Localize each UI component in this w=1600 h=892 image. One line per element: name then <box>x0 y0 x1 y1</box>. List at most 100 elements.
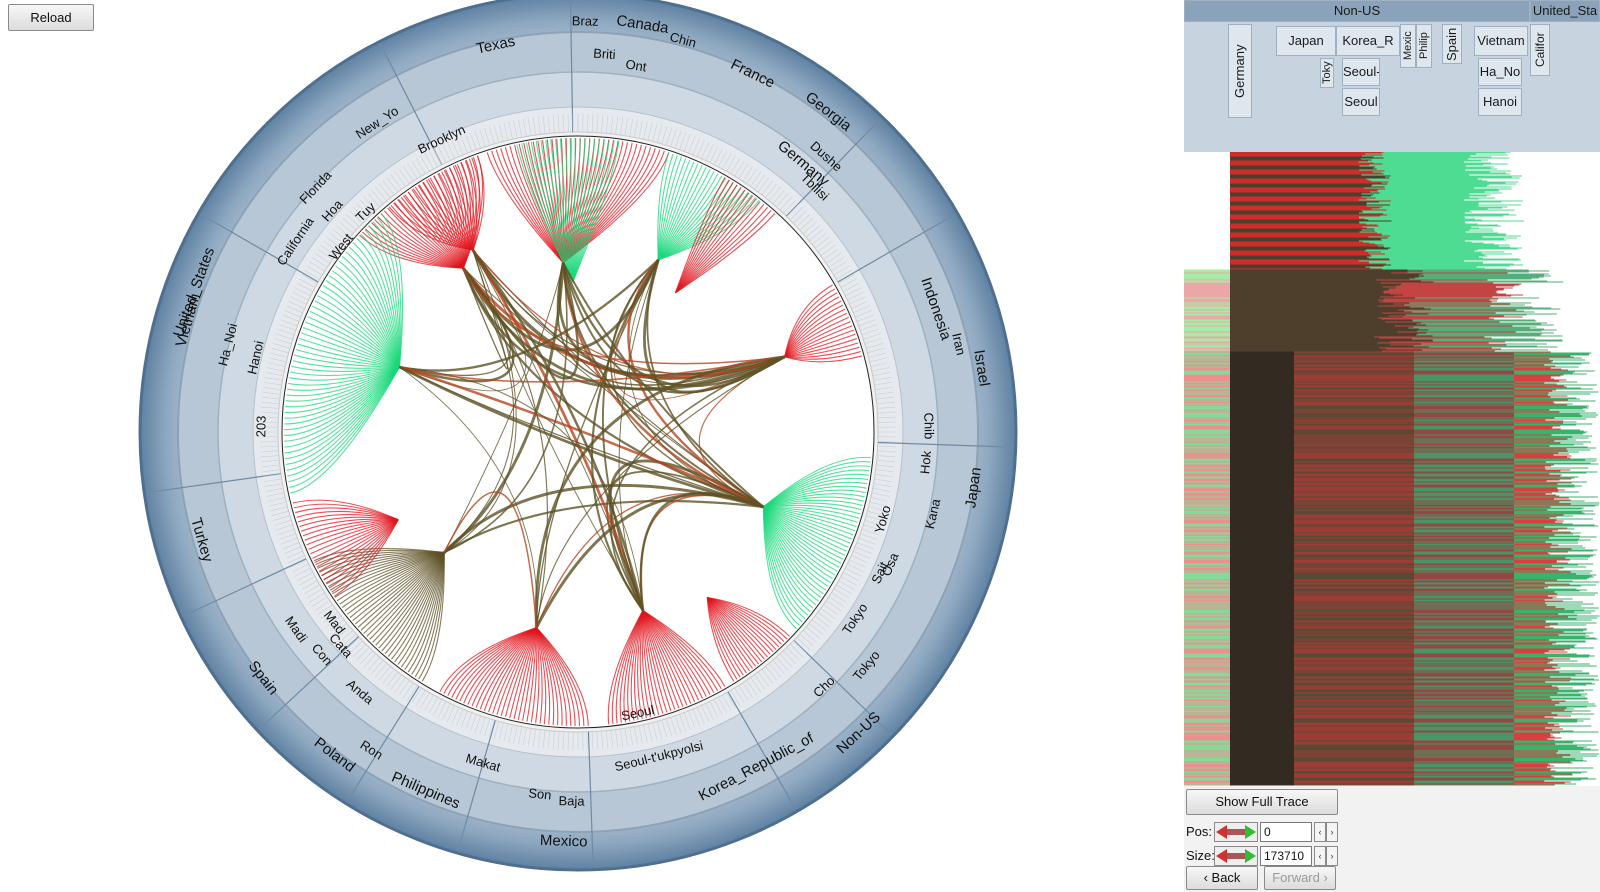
edge-line <box>288 366 400 381</box>
ring-label[interactable]: Seoul <box>620 702 656 724</box>
leaf-tick <box>498 123 504 142</box>
header-philippines[interactable]: Philip <box>1416 24 1432 68</box>
ring-label[interactable]: Japan <box>962 466 985 509</box>
leaf-tick <box>718 150 728 168</box>
header-non-us[interactable]: Non-US <box>1184 0 1530 22</box>
show-full-trace-button[interactable]: Show Full Trace <box>1186 789 1338 815</box>
forward-button[interactable]: Forward › <box>1264 866 1336 890</box>
edge-line <box>642 610 664 714</box>
leaf-tick <box>345 637 360 650</box>
header-united-states[interactable]: United_Sta <box>1530 0 1600 22</box>
edge-line <box>706 597 757 667</box>
edge-line <box>284 366 400 431</box>
leaf-tick <box>306 265 323 276</box>
edge-line <box>535 627 567 726</box>
leaf-tick <box>705 703 714 720</box>
size-input[interactable]: 173710 <box>1260 846 1312 866</box>
size-arrows[interactable] <box>1214 846 1258 866</box>
header-seoul-tukpyolsi[interactable]: Seoul- <box>1342 58 1380 86</box>
edge-line <box>310 519 399 555</box>
ring-label[interactable]: Hanoi <box>244 339 266 376</box>
ring-label[interactable]: Israel <box>970 349 993 388</box>
edge-line <box>763 506 849 548</box>
leaf-tick <box>493 125 500 143</box>
size-increment[interactable]: › <box>1326 846 1338 866</box>
ring-label[interactable]: Mexico <box>540 832 588 851</box>
ring-label[interactable]: Chib <box>921 412 936 439</box>
leaf-tick <box>552 114 555 133</box>
leaf-tick <box>375 662 388 678</box>
trace-heatmap[interactable] <box>1184 152 1600 786</box>
ring-label[interactable]: Ont <box>625 56 648 74</box>
edge-line <box>762 506 811 613</box>
pos-decrement[interactable]: ‹ <box>1314 822 1326 842</box>
edge-bundle <box>628 259 764 508</box>
leaf-tick <box>750 171 762 187</box>
leaf-tick <box>683 712 691 730</box>
edge-line <box>572 140 615 283</box>
leaf-tick <box>278 533 296 541</box>
back-button[interactable]: ‹ Back <box>1186 866 1258 890</box>
header-vietnam[interactable]: Vietnam <box>1474 26 1528 56</box>
header-hanoi[interactable]: Hanoi <box>1478 88 1522 116</box>
ring-label[interactable]: Braz <box>572 13 599 28</box>
header-california[interactable]: Califor <box>1530 24 1550 76</box>
edge-line <box>284 366 400 425</box>
size-decrement[interactable]: ‹ <box>1314 846 1326 866</box>
ring-label[interactable]: Kana <box>922 497 944 531</box>
ring-label[interactable]: Briti <box>593 46 616 63</box>
leaf-tick <box>730 690 741 706</box>
leaf-tick <box>849 296 866 305</box>
leaf-tick <box>320 244 336 256</box>
leaf-tick <box>768 662 781 678</box>
leaf-tick <box>314 253 331 264</box>
reload-button[interactable]: Reload <box>8 4 94 31</box>
edge-line <box>763 496 864 508</box>
leaf-tick <box>562 731 565 750</box>
leaf-tick <box>262 391 281 395</box>
header-mexico[interactable]: Mexic <box>1400 24 1416 68</box>
trace-panel: Non-US United_Sta Germany Japan Korea_R … <box>1184 0 1600 892</box>
edge-line <box>296 510 399 521</box>
edge-line <box>354 552 445 625</box>
ring-label[interactable]: Chin <box>668 29 698 50</box>
radial-hierarchy-view[interactable]: United_StatesGermanyJapanNon-USKorea_Rep… <box>0 0 1160 892</box>
leaf-tick <box>858 537 876 545</box>
ring-label[interactable]: Son <box>528 785 553 802</box>
leaf-tick <box>269 352 288 358</box>
edge-line <box>762 506 809 616</box>
ring-label[interactable]: Hok <box>917 450 934 475</box>
edge-line <box>437 173 464 269</box>
header-seoul[interactable]: Seoul <box>1342 88 1380 116</box>
ring-label[interactable]: 203 <box>253 415 268 437</box>
pos-arrows[interactable] <box>1214 822 1258 842</box>
edge-line <box>285 366 400 408</box>
edge-line <box>441 171 464 269</box>
pos-increment[interactable]: › <box>1326 822 1338 842</box>
header-tokyo[interactable]: Toky <box>1320 58 1334 88</box>
header-korea[interactable]: Korea_R <box>1336 26 1400 56</box>
header-japan[interactable]: Japan <box>1276 26 1336 56</box>
edge-line <box>309 310 400 368</box>
edge-bundle <box>472 250 644 611</box>
leaf-tick <box>591 731 594 750</box>
edge-line <box>329 551 445 591</box>
ring-separator <box>587 731 594 868</box>
edge-bundle <box>562 262 786 394</box>
edge-bundles <box>284 138 871 726</box>
ring-label[interactable]: Baja <box>558 793 585 808</box>
header-germany[interactable]: Germany <box>1228 24 1252 118</box>
ring-label[interactable]: Iran <box>949 331 969 356</box>
leaf-tick <box>863 524 881 531</box>
pos-input[interactable]: 0 <box>1260 822 1312 842</box>
leaf-tick <box>407 163 418 179</box>
leaf-tick <box>867 510 885 517</box>
leaf-tick <box>772 659 785 675</box>
leaf-tick <box>738 685 749 701</box>
header-spain[interactable]: Spain <box>1442 24 1462 64</box>
edge-line <box>675 187 742 294</box>
edge-line <box>376 217 402 368</box>
edge-line <box>641 610 652 718</box>
header-ha-noi[interactable]: Ha_No <box>1478 58 1522 86</box>
leaf-tick <box>264 377 283 381</box>
